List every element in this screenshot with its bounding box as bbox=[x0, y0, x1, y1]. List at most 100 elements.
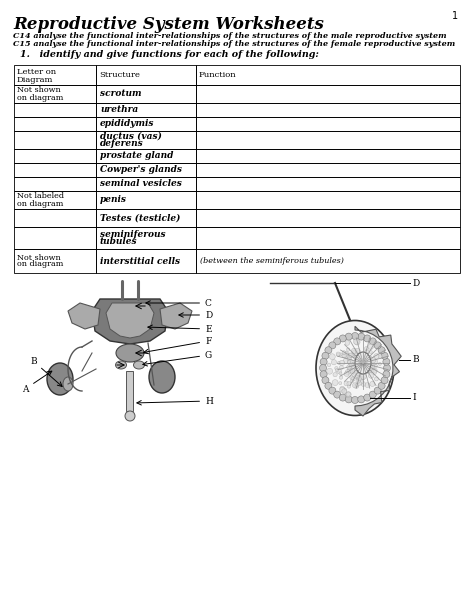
Ellipse shape bbox=[349, 362, 353, 367]
Ellipse shape bbox=[369, 351, 372, 354]
Ellipse shape bbox=[383, 365, 391, 371]
Ellipse shape bbox=[352, 348, 357, 354]
Ellipse shape bbox=[344, 352, 349, 357]
Ellipse shape bbox=[344, 381, 349, 386]
Bar bbox=[196, 209, 460, 227]
Bar bbox=[14, 117, 96, 131]
Ellipse shape bbox=[372, 359, 377, 365]
Text: C15 analyse the functional inter-relationships of the structures of the female r: C15 analyse the functional inter-relatio… bbox=[13, 40, 455, 48]
Ellipse shape bbox=[357, 355, 362, 360]
Bar bbox=[14, 177, 96, 191]
Text: prostate gland: prostate gland bbox=[100, 151, 173, 161]
Ellipse shape bbox=[365, 360, 369, 364]
Ellipse shape bbox=[337, 361, 341, 365]
Text: B: B bbox=[30, 357, 62, 386]
Ellipse shape bbox=[369, 364, 374, 370]
Ellipse shape bbox=[361, 356, 365, 359]
Text: on diagram: on diagram bbox=[17, 261, 64, 268]
Ellipse shape bbox=[354, 383, 359, 388]
Ellipse shape bbox=[379, 355, 382, 359]
Ellipse shape bbox=[125, 411, 135, 421]
Ellipse shape bbox=[351, 377, 355, 381]
Ellipse shape bbox=[359, 370, 362, 373]
Text: deferens: deferens bbox=[100, 139, 144, 148]
Ellipse shape bbox=[340, 386, 345, 391]
Ellipse shape bbox=[381, 352, 388, 359]
Ellipse shape bbox=[366, 370, 370, 373]
Bar bbox=[196, 177, 460, 191]
Ellipse shape bbox=[356, 379, 360, 383]
Text: seminal vesicles: seminal vesicles bbox=[100, 180, 182, 189]
Ellipse shape bbox=[320, 358, 327, 365]
Ellipse shape bbox=[339, 376, 343, 379]
Ellipse shape bbox=[329, 387, 336, 394]
Ellipse shape bbox=[345, 341, 350, 345]
Ellipse shape bbox=[149, 361, 175, 393]
Ellipse shape bbox=[371, 369, 377, 375]
Text: I: I bbox=[412, 394, 416, 403]
Text: E: E bbox=[148, 324, 211, 333]
Ellipse shape bbox=[325, 347, 332, 354]
Text: on diagram: on diagram bbox=[17, 199, 64, 207]
Ellipse shape bbox=[358, 396, 365, 403]
Ellipse shape bbox=[381, 377, 388, 384]
Ellipse shape bbox=[134, 361, 145, 369]
Ellipse shape bbox=[360, 360, 365, 365]
Bar bbox=[196, 191, 460, 209]
Ellipse shape bbox=[374, 387, 381, 394]
Ellipse shape bbox=[383, 358, 390, 365]
Text: ductus (vas): ductus (vas) bbox=[100, 132, 162, 141]
Ellipse shape bbox=[358, 362, 362, 366]
Bar bbox=[14, 103, 96, 117]
Ellipse shape bbox=[365, 358, 370, 362]
Bar bbox=[96, 149, 196, 163]
Ellipse shape bbox=[365, 358, 369, 362]
Ellipse shape bbox=[342, 389, 347, 393]
Ellipse shape bbox=[369, 391, 376, 398]
Ellipse shape bbox=[367, 365, 373, 370]
Text: D: D bbox=[179, 311, 212, 319]
Ellipse shape bbox=[342, 389, 346, 394]
Text: F: F bbox=[144, 337, 211, 354]
Ellipse shape bbox=[356, 376, 363, 381]
Ellipse shape bbox=[339, 387, 345, 392]
Ellipse shape bbox=[339, 382, 342, 384]
Ellipse shape bbox=[350, 379, 354, 383]
Ellipse shape bbox=[374, 364, 377, 367]
Text: scrotum: scrotum bbox=[100, 89, 142, 99]
Text: on diagram: on diagram bbox=[17, 94, 64, 102]
Ellipse shape bbox=[360, 374, 366, 379]
Ellipse shape bbox=[355, 352, 371, 374]
Ellipse shape bbox=[374, 342, 381, 349]
Text: Reproductive System Worksheets: Reproductive System Worksheets bbox=[13, 16, 324, 33]
Ellipse shape bbox=[346, 348, 350, 351]
Ellipse shape bbox=[369, 368, 374, 373]
Bar bbox=[14, 149, 96, 163]
Bar bbox=[14, 227, 96, 249]
Text: Not shown: Not shown bbox=[17, 254, 61, 262]
Text: C14 analyse the functional inter-relationships of the structures of the male rep: C14 analyse the functional inter-relatio… bbox=[13, 32, 447, 40]
Bar bbox=[196, 117, 460, 131]
Ellipse shape bbox=[358, 333, 365, 340]
Bar bbox=[196, 249, 460, 273]
Text: B: B bbox=[412, 356, 419, 365]
Ellipse shape bbox=[347, 357, 351, 361]
Text: 1: 1 bbox=[452, 11, 458, 21]
Bar bbox=[14, 249, 96, 273]
Ellipse shape bbox=[322, 377, 329, 384]
Bar bbox=[196, 149, 460, 163]
Text: Structure: Structure bbox=[99, 71, 140, 79]
Ellipse shape bbox=[364, 368, 369, 373]
Ellipse shape bbox=[345, 396, 352, 403]
Ellipse shape bbox=[357, 376, 361, 381]
Text: Letter on: Letter on bbox=[17, 68, 56, 76]
Ellipse shape bbox=[347, 382, 351, 386]
Ellipse shape bbox=[364, 394, 371, 401]
Ellipse shape bbox=[352, 332, 358, 340]
Text: Testes (testicle): Testes (testicle) bbox=[100, 213, 181, 223]
Bar bbox=[14, 65, 96, 85]
Ellipse shape bbox=[361, 376, 365, 380]
Ellipse shape bbox=[368, 372, 374, 378]
Ellipse shape bbox=[349, 364, 353, 368]
Bar bbox=[127, 371, 134, 411]
